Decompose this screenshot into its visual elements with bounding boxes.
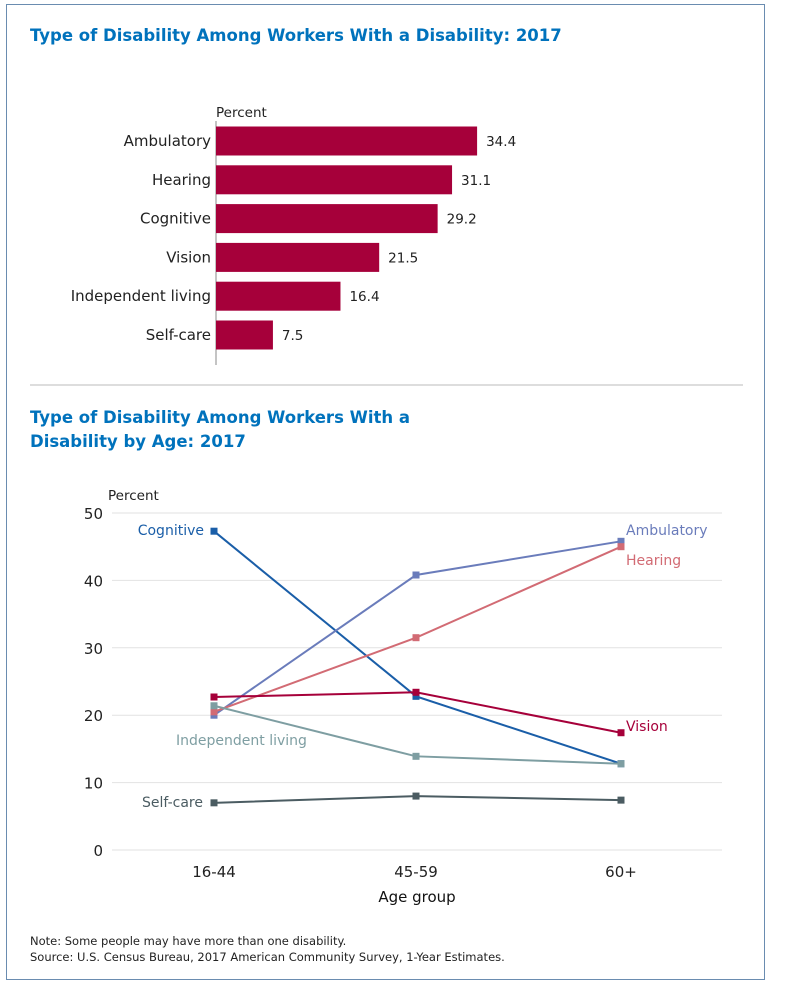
bar (216, 204, 438, 234)
y-tick-label: 20 (84, 707, 103, 725)
data-point (412, 634, 420, 642)
bar (216, 126, 478, 156)
bar-category-label: Cognitive (140, 210, 211, 228)
data-point (617, 729, 625, 737)
data-point (412, 792, 420, 800)
data-point (617, 760, 625, 768)
source: Source: U.S. Census Bureau, 2017 America… (30, 950, 505, 964)
series-label: Ambulatory (626, 523, 708, 539)
figure-frame (6, 4, 765, 980)
y-tick-label: 10 (84, 775, 103, 793)
series-label: Hearing (626, 553, 681, 569)
series-label: Cognitive (138, 523, 204, 539)
y-tick-label: 50 (84, 505, 103, 523)
bar-category-label: Independent living (71, 287, 211, 305)
bar (216, 320, 273, 350)
y-tick-label: 0 (93, 842, 103, 860)
data-point (617, 537, 625, 545)
bar-value-label: 21.5 (388, 250, 418, 266)
series-label: Independent living (176, 733, 307, 749)
x-tick-label: 60+ (605, 863, 637, 881)
bar-chart-title: Type of Disability Among Workers With a … (30, 26, 562, 45)
data-point (617, 543, 625, 551)
data-point (412, 752, 420, 760)
line-y-label: Percent (108, 488, 159, 504)
data-point (412, 688, 420, 696)
bar-category-label: Hearing (152, 171, 211, 189)
data-point (412, 571, 420, 579)
bar (216, 281, 341, 311)
bar-value-label: 7.5 (282, 328, 303, 344)
line-x-label: Age group (378, 888, 455, 906)
data-point (210, 693, 218, 701)
bar-y-label: Percent (216, 105, 267, 121)
bar-value-label: 34.4 (486, 134, 516, 150)
data-point (210, 702, 218, 710)
series-line (213, 545, 622, 713)
y-tick-label: 30 (84, 640, 103, 658)
data-point (412, 692, 420, 700)
bar-category-label: Vision (166, 248, 211, 266)
data-point (617, 796, 625, 804)
bar-category-label: Self-care (146, 326, 211, 344)
bar-value-label: 16.4 (349, 289, 379, 305)
data-point (210, 527, 218, 535)
y-tick-label: 40 (84, 572, 103, 590)
bar (216, 165, 453, 195)
data-point (210, 799, 218, 807)
bar-value-label: 29.2 (447, 212, 477, 228)
note: Note: Some people may have more than one… (30, 934, 347, 948)
x-tick-label: 16-44 (192, 863, 236, 881)
bar-category-label: Ambulatory (124, 132, 211, 150)
series-label: Self-care (142, 795, 203, 811)
bar (216, 242, 380, 272)
data-point (210, 708, 218, 716)
series-label: Vision (626, 719, 668, 735)
bar-value-label: 31.1 (461, 173, 491, 189)
line-chart-title: Type of Disability Among Workers With a … (30, 408, 411, 451)
x-tick-label: 45-59 (394, 863, 438, 881)
